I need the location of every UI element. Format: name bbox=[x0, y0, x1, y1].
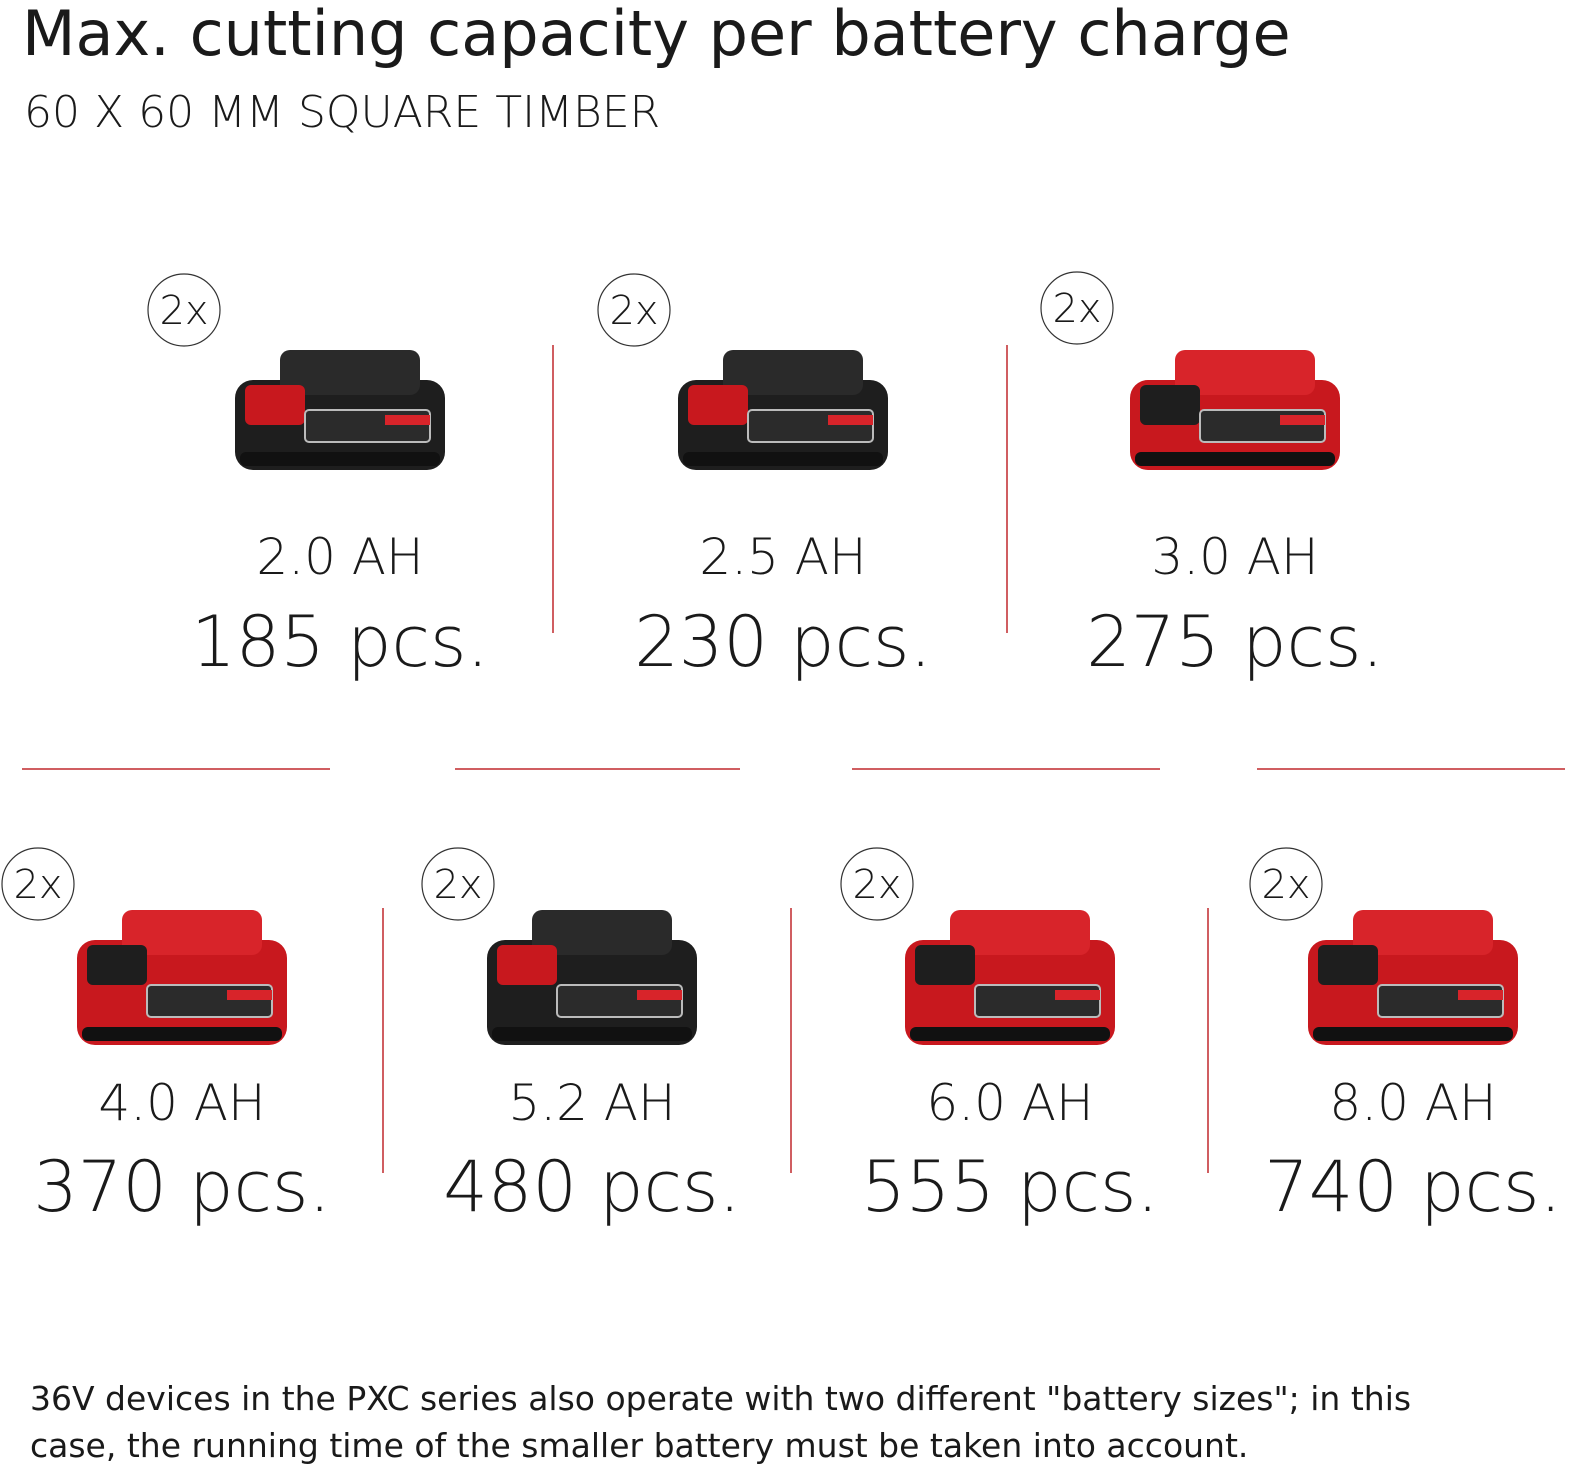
capacity: 6.0 AH bbox=[926, 1074, 1093, 1132]
battery-top bbox=[1175, 350, 1315, 395]
footnote-line: 36V devices in the PXC series also opera… bbox=[30, 1379, 1411, 1418]
capacity: 5.2 AH bbox=[508, 1074, 675, 1132]
badge-circle bbox=[1249, 847, 1323, 921]
battery-base bbox=[82, 1027, 282, 1041]
battery-base bbox=[1135, 452, 1335, 466]
battery-top bbox=[723, 350, 863, 395]
badge-circle bbox=[597, 273, 671, 347]
battery-card: 2x 6.0 AH 555 pcs. bbox=[840, 847, 1159, 1228]
battery-label bbox=[304, 409, 431, 443]
battery-top bbox=[532, 910, 672, 955]
subtitle: 60 X 60 MM SQUARE TIMBER bbox=[24, 87, 660, 138]
battery-latch bbox=[688, 385, 748, 425]
battery-stripe bbox=[227, 990, 272, 1000]
badge-circle bbox=[840, 847, 914, 921]
battery-latch bbox=[1318, 945, 1378, 985]
separators bbox=[22, 345, 1565, 1173]
battery-base bbox=[910, 1027, 1110, 1041]
badge-circle bbox=[421, 847, 495, 921]
battery-latch bbox=[245, 385, 305, 425]
battery-label bbox=[1377, 984, 1504, 1018]
battery-stripe bbox=[637, 990, 682, 1000]
result: 555 pcs. bbox=[861, 1146, 1159, 1228]
badge: 2x bbox=[609, 288, 658, 334]
battery-card: 2x 5.2 AH 480 pcs. bbox=[421, 847, 741, 1228]
result: 185 pcs. bbox=[191, 601, 489, 683]
battery-base bbox=[492, 1027, 692, 1041]
result: 740 pcs. bbox=[1264, 1146, 1562, 1228]
badge-circle bbox=[1040, 271, 1114, 345]
badge: 2x bbox=[159, 288, 208, 334]
battery-latch bbox=[915, 945, 975, 985]
battery-top bbox=[1353, 910, 1493, 955]
badge-circle bbox=[147, 273, 221, 347]
battery-card: 2x 3.0 AH 275 pcs. bbox=[1040, 271, 1384, 683]
badge: 2x bbox=[433, 862, 482, 908]
result: 275 pcs. bbox=[1086, 601, 1384, 683]
battery-card: 2x 4.0 AH 370 pcs. bbox=[1, 847, 331, 1228]
battery-base bbox=[240, 452, 440, 466]
result: 480 pcs. bbox=[443, 1146, 741, 1228]
result: 370 pcs. bbox=[33, 1146, 331, 1228]
battery-card: 2x 2.5 AH 230 pcs. bbox=[597, 273, 932, 683]
capacity: 4.0 AH bbox=[98, 1074, 265, 1132]
battery-base bbox=[1313, 1027, 1513, 1041]
badge: 2x bbox=[852, 862, 901, 908]
battery-latch bbox=[497, 945, 557, 985]
battery-stripe bbox=[1055, 990, 1100, 1000]
capacity: 3.0 AH bbox=[1151, 528, 1318, 586]
battery-stripe bbox=[1458, 990, 1503, 1000]
battery-base bbox=[683, 452, 883, 466]
badge: 2x bbox=[13, 862, 62, 908]
result: 230 pcs. bbox=[634, 601, 932, 683]
footnote-line: case, the running time of the smaller ba… bbox=[30, 1426, 1248, 1465]
capacity: 8.0 AH bbox=[1329, 1074, 1496, 1132]
capacity: 2.5 AH bbox=[699, 528, 866, 586]
battery-label bbox=[556, 984, 683, 1018]
battery-top bbox=[122, 910, 262, 955]
battery-top bbox=[280, 350, 420, 395]
battery-stripe bbox=[385, 415, 430, 425]
badge-circle bbox=[1, 847, 75, 921]
battery-label bbox=[1199, 409, 1326, 443]
badge: 2x bbox=[1052, 286, 1101, 332]
title: Max. cutting capacity per battery charge bbox=[22, 0, 1291, 70]
battery-label bbox=[747, 409, 874, 443]
battery-label bbox=[974, 984, 1101, 1018]
battery-stripe bbox=[828, 415, 873, 425]
battery-top bbox=[950, 910, 1090, 955]
battery-latch bbox=[87, 945, 147, 985]
battery-card: 2x 2.0 AH 185 pcs. bbox=[147, 273, 489, 683]
capacity: 2.0 AH bbox=[256, 528, 423, 586]
badge: 2x bbox=[1261, 862, 1310, 908]
battery-card: 2x 8.0 AH 740 pcs. bbox=[1249, 847, 1562, 1228]
battery-stripe bbox=[1280, 415, 1325, 425]
battery-label bbox=[146, 984, 273, 1018]
battery-latch bbox=[1140, 385, 1200, 425]
